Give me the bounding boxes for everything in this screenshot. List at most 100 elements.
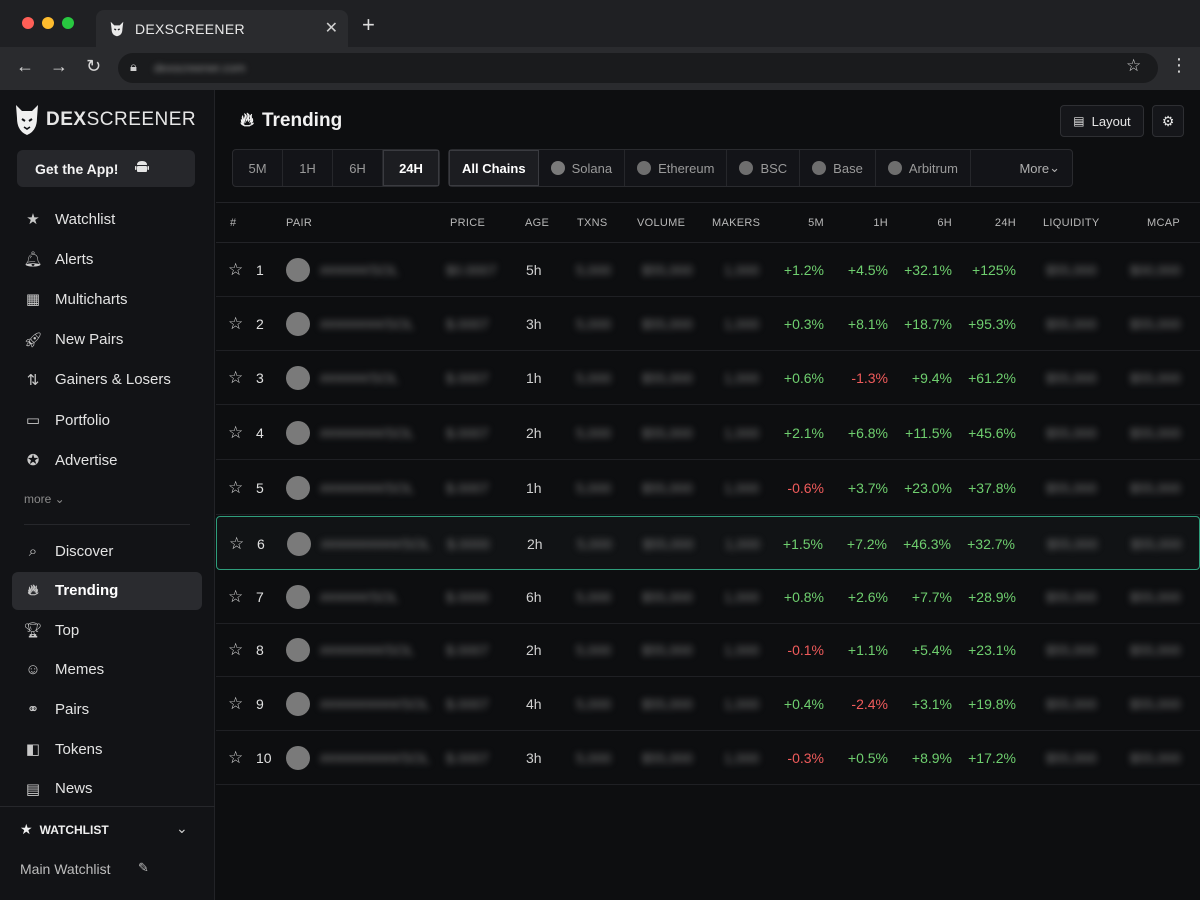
layout-button[interactable]: ▤ Layout [1060,105,1144,137]
watchlist-star-icon[interactable]: ☆ [228,368,244,387]
chain-all-chains[interactable]: All Chains [449,150,539,186]
tab-close-icon[interactable]: ✕ [324,20,338,37]
watchlist-star-icon[interactable]: ☆ [228,260,244,279]
address-bar[interactable]: 🔒︎ dexscreener.com [118,53,1158,83]
watchlist-star-icon[interactable]: ☆ [228,640,244,659]
pair-name-cell: ######/SOL [320,370,399,386]
column-header-volume[interactable]: VOLUME [637,217,686,229]
column-header-1h[interactable]: 1H [873,217,888,229]
timeframe-5m[interactable]: 5M [233,150,283,186]
timeframe-1h[interactable]: 1H [283,150,333,186]
table-row[interactable]: ☆ 3 ######/SOL $.0007 1h 5,000 $55,000 1,000 +0.… [216,351,1200,405]
bookmark-star-icon[interactable]: ☆ [1126,56,1142,75]
table-row[interactable]: ☆ 8 ########/SOL $.0007 2h 5,000 $55,000 1,000 -… [216,623,1200,677]
close-window-button[interactable] [22,17,34,29]
sidebar-item-gainers-losers[interactable]: ⇅ Gainers & Losers [12,361,202,399]
table-row[interactable]: ☆ 5 ########/SOL $.0007 1h 5,000 $55,000 1,000 -… [216,461,1200,515]
chains-more-button[interactable]: More ⌄ [1007,150,1072,186]
sidebar-item-watchlist[interactable]: ★ Watchlist [12,200,202,238]
txns-cell: 5,000 [576,642,612,658]
chain-ethereum[interactable]: Ethereum [625,150,728,186]
back-icon[interactable]: ← [16,56,34,76]
watchlist-star-icon[interactable]: ☆ [228,694,244,713]
age-cell: 5h [526,262,542,278]
more-toggle[interactable]: more ⌄ [24,492,65,506]
reload-icon[interactable]: ↻ [86,56,102,76]
settings-button[interactable]: ⚙ [1152,105,1184,137]
table-row[interactable]: ☆ 1 ######/SOL $0.0007 5h 5,000 $55,000 1,000 +1… [216,243,1200,297]
sidebar-item-advertise[interactable]: ✪ Advertise [12,441,202,479]
watchlist-star-icon[interactable]: ☆ [229,534,245,553]
solana-icon [550,161,565,175]
sidebar-item-label: News [55,780,93,798]
table-row[interactable]: ☆ 7 ######/SOL $.0000 6h 5,000 $55,000 1,000 +0.… [216,570,1200,624]
column-header-pair[interactable]: PAIR [286,217,313,229]
watchlist-star-icon[interactable]: ☆ [228,587,244,606]
new-tab-icon[interactable]: + [362,12,375,37]
brand-logo[interactable]: DEXSCREENER [14,104,196,136]
table-row[interactable]: ☆ 2 ########/SOL $.0007 3h 5,000 $55,000 1,000 +… [216,297,1200,351]
browser-menu-icon[interactable]: ⋮ [1170,55,1188,75]
column-header-txns[interactable]: TXNS [577,217,608,229]
change-5m-cell: +1.5% [782,536,823,552]
watchlist-star-icon[interactable]: ☆ [228,478,244,497]
column-header-price[interactable]: PRICE [450,217,486,229]
token-avatar [286,476,310,500]
sidebar-item-new-pairs[interactable]: 🚀︎ New Pairs [12,321,202,359]
column-header--[interactable]: # [230,217,237,229]
column-header-5m[interactable]: 5M [808,217,824,229]
sidebar-item-discover[interactable]: ⌕ Discover [12,532,202,570]
chain-label: Ethereum [658,160,715,176]
chain-base[interactable]: Base [800,150,876,186]
price-cell: $.0000 [446,589,489,605]
watchlist-header[interactable]: ★ WATCHLIST [20,821,109,837]
table-row[interactable]: ☆ 9 ##########/SOL $.0007 4h 5,000 $55,000 1,00… [216,677,1200,731]
chain-bsc[interactable]: BSC [727,150,801,186]
sidebar-item-alerts[interactable]: 🔔︎ Alerts [12,240,202,278]
volume-cell: $55,000 [642,425,693,441]
change-24h-cell: +37.8% [968,480,1016,496]
change-24h-cell: +19.8% [968,696,1016,712]
watchlist-star-icon[interactable]: ☆ [228,314,244,333]
sidebar-item-top[interactable]: 🏆︎ Top [12,611,202,649]
forward-icon[interactable]: → [50,56,68,76]
edit-watchlist-icon[interactable]: ✎ [138,860,149,875]
maximize-window-button[interactable] [62,17,74,29]
sidebar-item-label: Discover [55,542,114,560]
sidebar-item-portfolio[interactable]: ▭ Portfolio [12,401,202,439]
change-1h-cell: +2.6% [847,589,888,605]
watchlist-star-icon[interactable]: ☆ [228,748,244,767]
sidebar-item-news[interactable]: ▤ News [12,770,202,808]
timeframe-24h[interactable]: 24H [383,150,439,186]
price-cell: $.0007 [446,696,489,712]
column-header-makers[interactable]: MAKERS [712,217,761,229]
browser-tab[interactable]: DEXSCREENER ✕ [96,10,348,47]
chain-arbitrum[interactable]: Arbitrum [876,150,971,186]
watchlist-chevron-icon[interactable]: ⌄ [176,820,188,836]
sidebar-item-memes[interactable]: ☺ Memes [12,651,202,689]
column-header-24h[interactable]: 24H [994,217,1016,229]
sidebar-item-trending[interactable]: 🔥︎ Trending [12,571,202,610]
chain-solana[interactable]: Solana [539,150,626,186]
sidebar-item-multicharts[interactable]: ▦ Multicharts [12,280,202,318]
token-avatar [286,421,310,445]
column-header-liquidity[interactable]: LIQUIDITY [1043,217,1100,229]
makers-cell: 1,000 [724,589,760,605]
main-watchlist-link[interactable]: Main Watchlist [20,861,111,877]
sidebar-item-pairs[interactable]: ⚭ Pairs [12,690,202,728]
table-row[interactable]: ☆ 4 ########/SOL $.0007 2h 5,000 $55,000 1,000 +… [216,406,1200,460]
table-row[interactable]: ☆ 6 ##########/SOL $.0000 2h 5,000 $55,000 1,00… [216,516,1200,570]
rank-cell: 6 [257,536,265,552]
column-header-age[interactable]: AGE [525,217,550,229]
column-header-6h[interactable]: 6H [937,217,952,229]
column-header-mcap[interactable]: MCAP [1147,217,1180,229]
get-app-button[interactable]: Get the App! [17,150,195,187]
watchlist-star-icon[interactable]: ☆ [228,423,244,442]
token-avatar [286,585,310,609]
table-row[interactable]: ☆ 10 ##########/SOL $.0007 3h 5,000 $55,000 1,0… [216,731,1200,785]
minimize-window-button[interactable] [42,17,54,29]
txns-cell: 5,000 [577,536,613,552]
timeframe-6h[interactable]: 6H [333,150,383,186]
dexscreener-favicon-icon [110,21,124,36]
sidebar-item-tokens[interactable]: ◧ Tokens [12,730,202,768]
